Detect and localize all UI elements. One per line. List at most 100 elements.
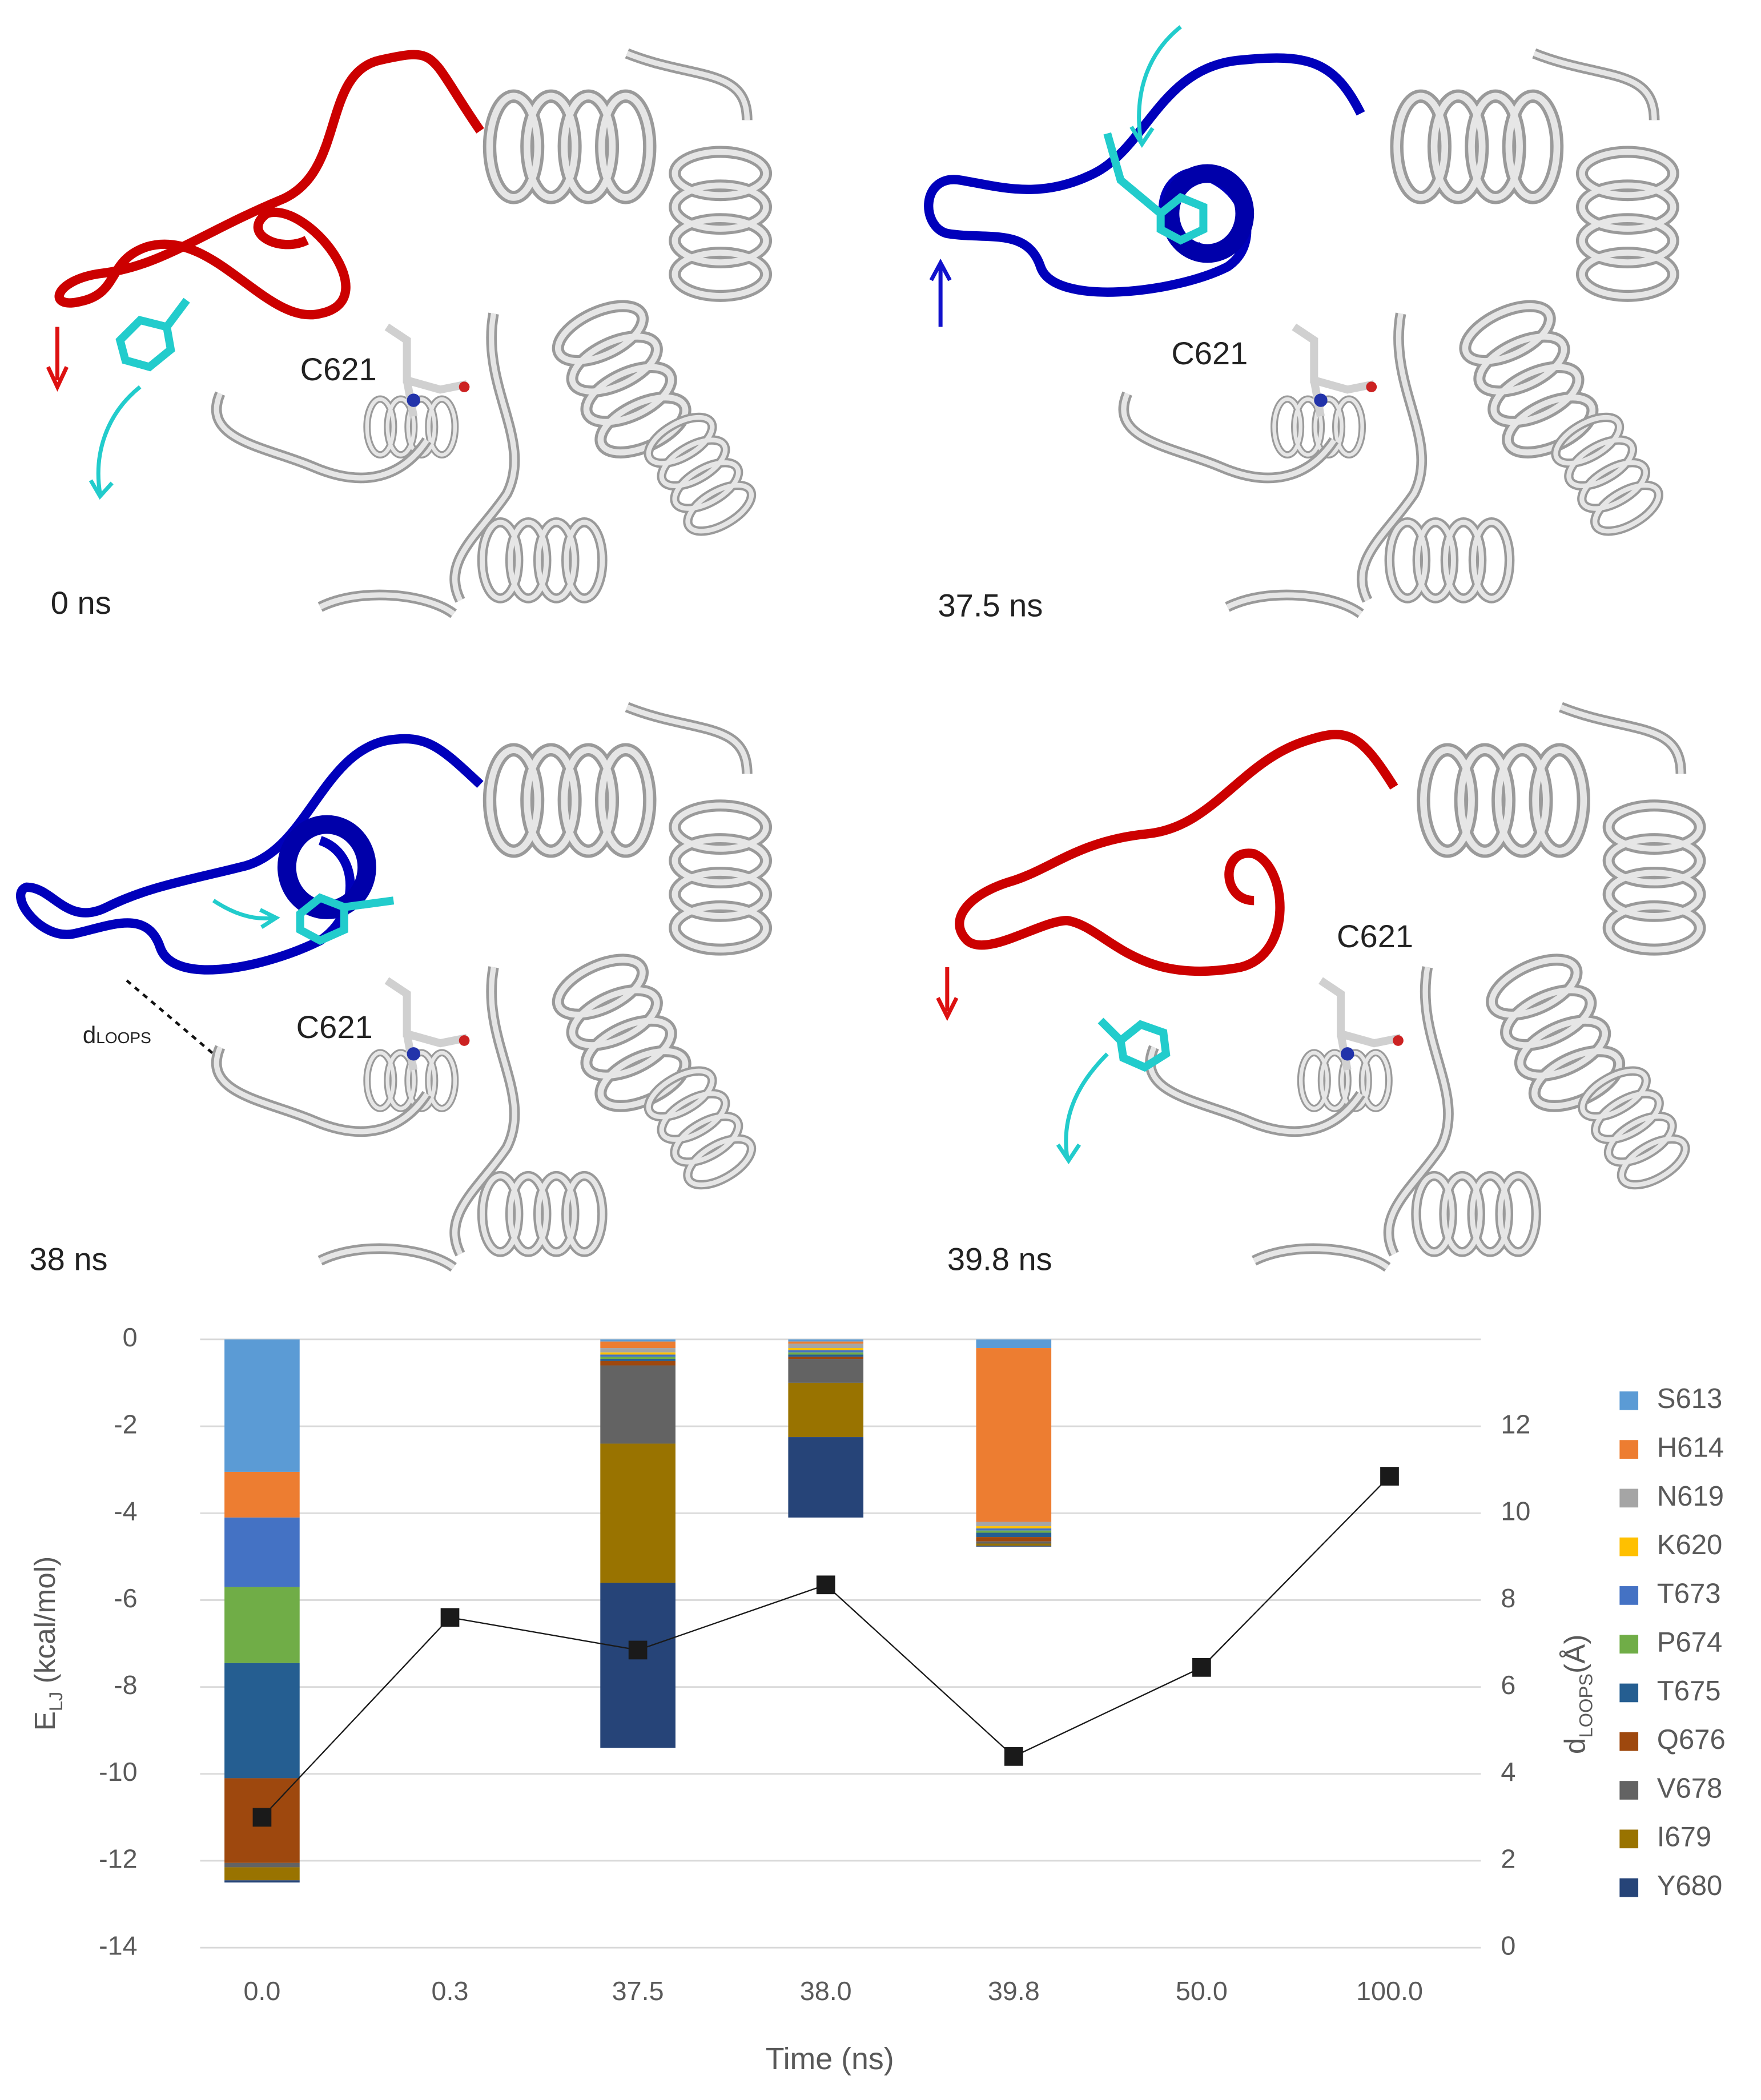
bar-segment bbox=[224, 1663, 300, 1779]
x-tick-label: 37.5 bbox=[612, 1976, 664, 2006]
y2-axis-title: dLOOPS(Å) bbox=[1558, 1634, 1597, 1754]
bar-segment bbox=[224, 1867, 300, 1881]
time-label: 37.5 ns bbox=[938, 588, 1043, 623]
bar-segment bbox=[976, 1543, 1052, 1546]
y2-tick-label: 0 bbox=[1501, 1931, 1515, 1961]
legend-label: K620 bbox=[1657, 1530, 1723, 1560]
time-label: 38 ns bbox=[29, 1241, 107, 1277]
bar-segment bbox=[600, 1341, 676, 1349]
legend-label: Y680 bbox=[1657, 1870, 1723, 1901]
line-marker bbox=[440, 1608, 460, 1627]
bar-segment bbox=[600, 1361, 676, 1366]
line-marker bbox=[816, 1575, 835, 1595]
y2-tick-label: 4 bbox=[1501, 1757, 1515, 1787]
panel: dLOOPS C621 38 ns bbox=[16, 707, 766, 1277]
y2-tick-label: 6 bbox=[1501, 1670, 1515, 1700]
legend-label: V678 bbox=[1657, 1773, 1723, 1804]
time-label: 0 ns bbox=[51, 585, 111, 621]
x-tick-label: 100.0 bbox=[1356, 1976, 1423, 2006]
bar-segment bbox=[976, 1532, 1052, 1538]
legend-label: I679 bbox=[1657, 1822, 1711, 1853]
bar-segment bbox=[788, 1339, 864, 1342]
legend-label: S613 bbox=[1657, 1383, 1723, 1414]
y2-tick-label: 12 bbox=[1501, 1409, 1530, 1439]
legend-label: T675 bbox=[1657, 1676, 1721, 1707]
bar-segment bbox=[788, 1359, 864, 1383]
legend-swatch bbox=[1619, 1440, 1639, 1459]
y-tick-label: -10 bbox=[99, 1757, 138, 1787]
bar-segment bbox=[600, 1582, 676, 1748]
legend-swatch bbox=[1619, 1732, 1639, 1751]
bar-segment bbox=[600, 1348, 676, 1353]
legend-label: Q676 bbox=[1657, 1724, 1726, 1755]
bar-segment bbox=[788, 1341, 864, 1344]
bar-segment bbox=[224, 1862, 300, 1868]
x-axis-title: Time (ns) bbox=[766, 2042, 894, 2076]
residue-label: C621 bbox=[1171, 335, 1248, 371]
bar-segment bbox=[976, 1526, 1052, 1528]
bar-segment bbox=[224, 1880, 300, 1883]
residue-label: C621 bbox=[296, 1009, 373, 1045]
bar-segment bbox=[600, 1443, 676, 1583]
bar-segment bbox=[224, 1587, 300, 1663]
legend-swatch bbox=[1619, 1488, 1639, 1508]
bar-segment bbox=[224, 1339, 300, 1472]
bar-segment bbox=[976, 1528, 1052, 1531]
legend-swatch bbox=[1619, 1537, 1639, 1556]
x-tick-label: 0.0 bbox=[243, 1976, 280, 2006]
bar-segment bbox=[788, 1382, 864, 1438]
residue-label: C621 bbox=[1337, 918, 1413, 954]
line-marker bbox=[1004, 1747, 1023, 1766]
bar-segment bbox=[600, 1359, 676, 1361]
bar-segment bbox=[976, 1339, 1052, 1349]
bar-segment bbox=[600, 1357, 676, 1359]
y-tick-label: -2 bbox=[114, 1409, 138, 1439]
bar-segment bbox=[224, 1471, 300, 1518]
y-tick-label: -4 bbox=[114, 1496, 138, 1526]
legend-label: H614 bbox=[1657, 1433, 1724, 1463]
time-label: 39.8 ns bbox=[947, 1241, 1052, 1277]
bar-segment bbox=[788, 1437, 864, 1518]
y-tick-label: -12 bbox=[99, 1844, 138, 1873]
x-tick-label: 0.3 bbox=[432, 1976, 469, 2006]
line-marker bbox=[252, 1808, 272, 1827]
bar-segment bbox=[600, 1365, 676, 1444]
legend-label: P674 bbox=[1657, 1627, 1723, 1658]
line-marker bbox=[1192, 1658, 1211, 1677]
line-marker bbox=[1380, 1467, 1399, 1486]
legend-swatch bbox=[1619, 1781, 1639, 1800]
bar-segment bbox=[788, 1350, 864, 1353]
x-tick-label: 50.0 bbox=[1176, 1976, 1228, 2006]
panel: C621 39.8 ns bbox=[936, 707, 1700, 1277]
residue-label: C621 bbox=[300, 351, 377, 387]
bar-segment bbox=[600, 1352, 676, 1355]
bar-segment bbox=[976, 1546, 1052, 1547]
panel: C621 37.5 ns bbox=[924, 25, 1673, 623]
legend-label: N619 bbox=[1657, 1481, 1724, 1512]
y2-tick-label: 10 bbox=[1501, 1496, 1530, 1526]
y2-tick-label: 2 bbox=[1501, 1844, 1515, 1873]
bar-segment bbox=[224, 1517, 300, 1587]
line bbox=[262, 1475, 1390, 1818]
y-tick-label: -14 bbox=[99, 1931, 138, 1961]
bar-segment bbox=[976, 1348, 1052, 1522]
y-tick-label: 0 bbox=[123, 1322, 138, 1352]
y-tick-label: -8 bbox=[114, 1670, 138, 1700]
bar-segment bbox=[976, 1537, 1052, 1542]
bar-segment bbox=[788, 1348, 864, 1350]
distance-label: dLOOPS bbox=[83, 1021, 151, 1048]
y-tick-label: -6 bbox=[114, 1583, 138, 1613]
bar-segment bbox=[788, 1343, 864, 1349]
line-marker bbox=[628, 1640, 648, 1660]
bar-segment bbox=[788, 1357, 864, 1359]
y2-tick-label: 8 bbox=[1501, 1583, 1515, 1613]
bar-segment bbox=[788, 1352, 864, 1355]
legend-swatch bbox=[1619, 1683, 1639, 1703]
bar-segment bbox=[600, 1339, 676, 1342]
bar-segment bbox=[788, 1354, 864, 1357]
bar-segment bbox=[976, 1541, 1052, 1544]
panel: C621 0 ns bbox=[46, 54, 766, 621]
bar-segment bbox=[976, 1522, 1052, 1527]
